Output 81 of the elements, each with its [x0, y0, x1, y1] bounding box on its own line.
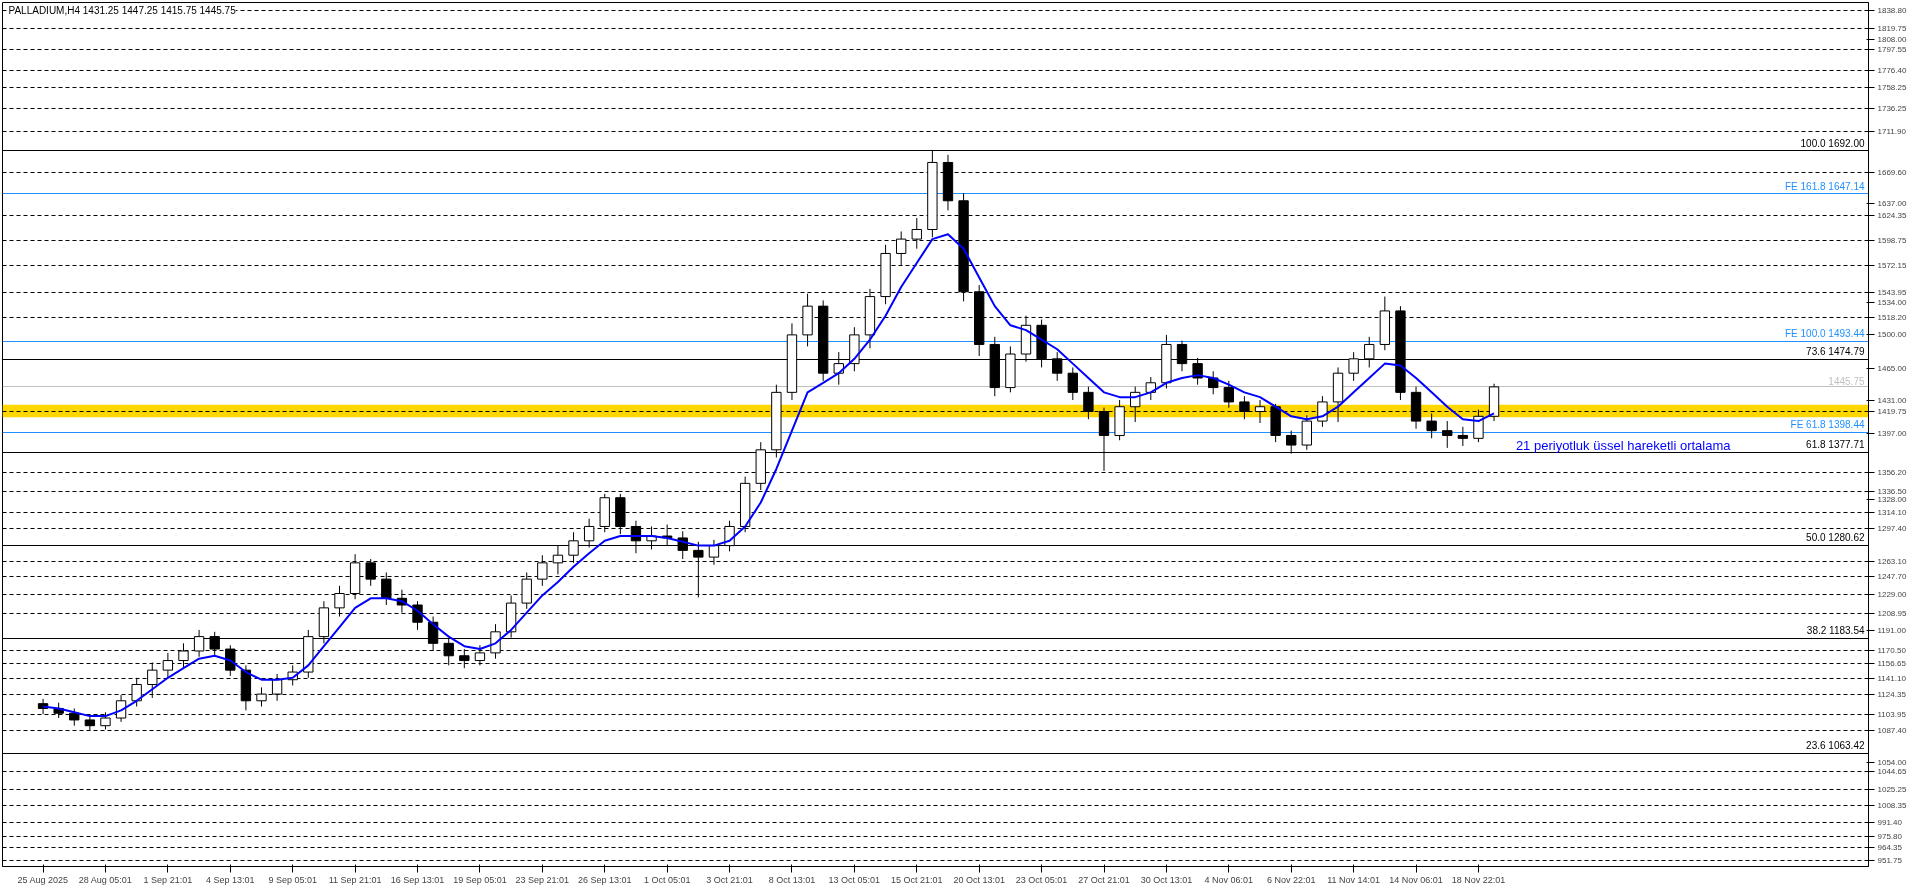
ref-line-label: 991.40	[1877, 817, 1903, 827]
ref-line-label: 1141.10	[1877, 674, 1907, 684]
ref-line-label: 1776.40	[1877, 65, 1907, 75]
x-tick-label: 13 Oct 05:01	[828, 874, 881, 885]
x-tick-label: 6 Nov 22:01	[1266, 874, 1316, 885]
y-tick-label: 1808.00	[1877, 35, 1907, 45]
x-tick-label: 1 Sep 21:01	[143, 874, 193, 885]
ref-line-label: 1087.40	[1877, 725, 1907, 735]
ref-line-label: FE 161.8 1647.14	[1784, 180, 1865, 192]
ref-line-label: 1336.50	[1877, 486, 1907, 496]
ref-line-label: 73.6 1474.79	[1806, 346, 1865, 358]
x-tick-label: 16 Sep 13:01	[390, 874, 445, 885]
ref-line-label: 1758.25	[1877, 83, 1907, 93]
ref-line-label: 1208.95	[1877, 609, 1907, 619]
y-tick-label: 1191.00	[1877, 626, 1907, 636]
x-tick-label: 23 Oct 05:01	[1015, 874, 1068, 885]
x-tick-label: 11 Nov 14:01	[1327, 874, 1381, 885]
ref-line-label: 1170.50	[1877, 646, 1907, 655]
x-tick-label: 23 Sep 21:01	[515, 874, 570, 885]
x-tick-label: 11 Sep 21:01	[328, 874, 382, 885]
ref-line-label: 1297.40	[1877, 524, 1907, 534]
x-tick-label: 1 Oct 05:01	[643, 874, 691, 885]
ref-line-label: 1008.35	[1877, 801, 1907, 811]
ref-line-label: 1025.25	[1877, 785, 1907, 795]
ref-line-label: 964.35	[1877, 843, 1903, 853]
ref-line-label: 1838.80	[1877, 5, 1907, 15]
x-tick-label: 19 Sep 05:01	[453, 874, 507, 885]
y-tick-label: 1500.00	[1877, 330, 1907, 340]
x-tick-label: 18 Nov 22:01	[1451, 874, 1506, 885]
y-tick-label: 1328.00	[1877, 495, 1907, 505]
ref-line-label: 100.0 1692.00	[1800, 137, 1865, 149]
ref-line-label: 1543.95	[1877, 288, 1907, 298]
y-tick-label: 1534.00	[1877, 297, 1907, 307]
ref-line-label: 1356.20	[1877, 468, 1907, 478]
ref-line-label: 1624.35	[1877, 211, 1907, 221]
ref-line-label: 1103.95	[1877, 709, 1907, 719]
x-tick-label: 8 Oct 13:01	[768, 874, 816, 885]
x-tick-label: 20 Oct 13:01	[953, 874, 1005, 885]
ref-line-label: 1156.65	[1877, 659, 1907, 669]
y-tick-label: 1054.00	[1877, 757, 1907, 767]
ref-line-label: 1711.90	[1877, 127, 1907, 137]
x-tick-label: 28 Aug 05:01	[78, 874, 132, 885]
ref-line-label: 1819.75	[1877, 24, 1907, 34]
ref-line-label: 1598.75	[1877, 235, 1907, 245]
ref-line-label: 1445.75	[1828, 375, 1865, 387]
x-tick-label: 9 Sep 05:01	[268, 874, 317, 885]
y-tick-label: 1465.00	[1877, 363, 1907, 373]
ref-line-label: 1314.10	[1877, 508, 1907, 518]
x-tick-label: 26 Sep 13:01	[577, 874, 632, 885]
x-tick-label: 27 Oct 21:01	[1078, 874, 1130, 885]
ref-line-label: 23.6 1063.42	[1806, 740, 1865, 752]
ref-line-label: 50.0 1280.62	[1806, 532, 1865, 544]
ref-line-label: FE 100.0 1493.44	[1784, 328, 1865, 340]
ref-line-label: 1518.20	[1877, 312, 1907, 322]
x-tick-label: 3 Oct 21:01	[706, 874, 753, 885]
x-tick-label: 4 Sep 13:01	[206, 874, 255, 885]
x-tick-label: 14 Nov 06:01	[1389, 874, 1443, 885]
x-tick-label: 15 Oct 21:01	[891, 874, 943, 885]
ref-line-label: FE 61.8 1398.44	[1790, 419, 1865, 431]
x-tick-label: 30 Oct 13:01	[1140, 874, 1193, 885]
ref-line-label: 38.2 1183.54	[1806, 625, 1865, 637]
ref-line-label: 1736.25	[1877, 104, 1907, 114]
ref-line-label: 1247.70	[1877, 572, 1907, 582]
ref-line-label: 1797.55	[1877, 45, 1907, 55]
ref-line-label: 1419.75	[1877, 407, 1907, 417]
ref-line-label: 1669.60	[1877, 167, 1907, 177]
text: 21 periyotluk üssel hareketli ortalama	[1515, 438, 1732, 454]
y-tick-label: 1637.00	[1877, 199, 1907, 209]
ref-line-label: 1263.10	[1877, 557, 1907, 567]
y-tick-label: 1431.00	[1877, 396, 1907, 406]
chart-title: PALLADIUM,H4 1431.25 1447.25 1415.75 1445.75	[8, 4, 237, 16]
ref-line-label: 975.80	[1877, 832, 1903, 842]
x-tick-label: 4 Nov 06:01	[1204, 874, 1254, 885]
ref-line-label: 61.8 1377.71	[1806, 439, 1865, 451]
ref-line-label: 1572.15	[1877, 261, 1907, 271]
ref-line-label: 1229.00	[1877, 589, 1907, 599]
ref-line-label: 1124.35	[1877, 690, 1907, 700]
ref-line-label: 1044.65	[1877, 766, 1907, 776]
x-tick-label: 25 Aug 2025	[17, 874, 69, 885]
ref-line-label: 951.75	[1877, 855, 1903, 865]
y-tick-label: 1397.00	[1877, 429, 1907, 439]
